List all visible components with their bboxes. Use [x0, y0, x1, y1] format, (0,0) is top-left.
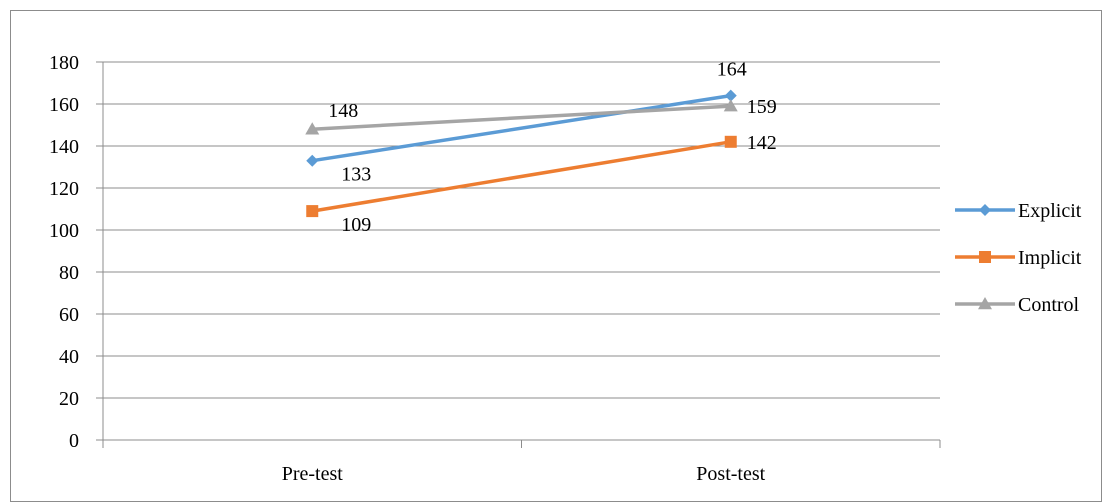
data-point-explicit	[724, 89, 737, 102]
legend-item-control: Control	[955, 294, 1080, 316]
series-line-implicit	[311, 140, 732, 213]
y-tick-label: 20	[59, 388, 79, 410]
y-tick-label: 0	[69, 430, 79, 452]
x-tick-label: Pre-test	[282, 463, 344, 485]
series-layer	[305, 89, 738, 218]
data-point-implicit	[724, 135, 737, 148]
legend-label: Control	[1018, 294, 1080, 316]
y-tick-label: 80	[59, 262, 79, 284]
y-tick-label: 100	[49, 220, 79, 242]
y-tick-label: 140	[49, 136, 79, 158]
chart-frame	[10, 10, 1102, 502]
legend-swatch-marker	[979, 251, 991, 263]
axes: 0 20 40 60 80 100 120 140 160 180 Pre-test Post-tes…	[49, 52, 941, 485]
legend-swatch-marker	[979, 204, 991, 216]
data-label: 164	[717, 59, 747, 81]
legend: Explicit Implicit Control	[955, 200, 1082, 316]
legend-swatch-marker	[978, 297, 992, 310]
y-tick-label: 180	[49, 52, 79, 74]
data-label: 142	[747, 132, 777, 154]
series-line-explicit	[311, 93, 732, 163]
data-point-control	[723, 99, 738, 112]
y-tick-label: 40	[59, 346, 79, 368]
legend-item-implicit: Implicit	[955, 247, 1082, 269]
y-tick-label: 120	[49, 178, 79, 200]
legend-label: Implicit	[1018, 247, 1082, 269]
gridlines	[103, 61, 940, 399]
y-tick-label: 160	[49, 94, 79, 116]
data-point-control	[305, 122, 320, 135]
series-line-control	[312, 104, 731, 131]
data-labels: 133 164 109 142 148 159	[328, 59, 777, 237]
data-label: 159	[747, 96, 777, 118]
data-point-implicit	[306, 205, 319, 218]
x-tick-label: Post-test	[696, 463, 765, 485]
data-label: 133	[341, 164, 371, 186]
y-tick-label: 60	[59, 304, 79, 326]
data-label: 148	[328, 100, 358, 122]
legend-label: Explicit	[1018, 200, 1082, 222]
data-point-explicit	[306, 154, 319, 167]
data-label: 109	[341, 214, 371, 236]
legend-item-explicit: Explicit	[955, 200, 1082, 222]
